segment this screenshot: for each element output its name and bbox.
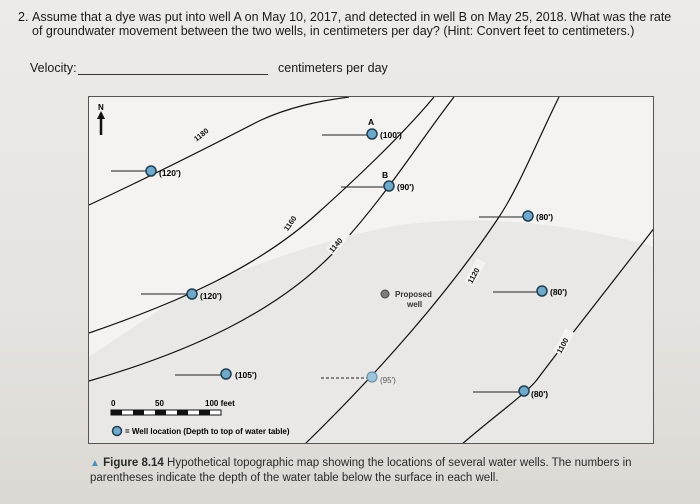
well-id: B [382, 170, 388, 180]
map-svg: N 1180 1160 1140 1120 1100 [89, 97, 653, 443]
well-b: B (90') [341, 170, 414, 192]
scale-label-50: 50 [155, 399, 164, 408]
caption-figure-number: Figure 8.14 [103, 457, 164, 469]
caption-marker-icon: ▲ [90, 458, 100, 469]
caption-text: Hypothetical topographic map showing the… [90, 457, 632, 484]
proposed-well-label-line1: Proposed [395, 290, 432, 299]
well-a: A (100') [322, 117, 402, 140]
legend-text: = Well location (Depth to top of water t… [125, 427, 290, 436]
well-depth: (100') [380, 130, 402, 140]
scale-bar: 0 50 100 feet [110, 399, 235, 416]
well-6: (80') [493, 285, 567, 297]
scale-label-100: 100 feet [205, 399, 235, 408]
well-depth: (120') [200, 291, 222, 301]
well-marker-icon [145, 165, 157, 177]
well-marker-icon [366, 371, 378, 383]
question-number: 2. [18, 10, 29, 24]
well-7: (105') [175, 368, 257, 380]
contour-line-1120 [305, 97, 560, 443]
well-depth: (90') [397, 182, 414, 192]
legend-well-icon [111, 425, 123, 437]
well-depth: (120') [159, 168, 181, 178]
well-8: (95') [321, 371, 396, 385]
velocity-unit: centimeters per day [278, 61, 388, 75]
proposed-well: Proposed well [380, 289, 432, 309]
well-9: (80') [473, 385, 548, 399]
figure-caption: ▲ Figure 8.14 Hypothetical topographic m… [90, 456, 650, 485]
well-marker-icon [518, 385, 530, 397]
contour-line-1140 [89, 97, 455, 382]
well-4: (80') [479, 210, 553, 222]
well-marker-icon [186, 288, 198, 300]
north-arrow-icon: N [97, 103, 105, 135]
proposed-well-marker-icon [380, 289, 390, 299]
question-text: Assume that a dye was put into well A on… [32, 10, 672, 38]
well-marker-icon [220, 368, 232, 380]
scale-label-0: 0 [111, 399, 116, 408]
well-depth: (95') [380, 376, 396, 385]
contour-line-1100 [462, 228, 653, 443]
well-1: (120') [111, 165, 181, 178]
north-label: N [98, 103, 104, 112]
well-depth: (105') [235, 370, 257, 380]
well-depth: (80') [550, 287, 567, 297]
contour-line-1180 [89, 97, 350, 206]
well-marker-icon [366, 128, 378, 140]
velocity-answer-blank[interactable] [78, 74, 268, 75]
topographic-map: N 1180 1160 1140 1120 1100 [88, 96, 654, 444]
well-depth: (80') [531, 389, 548, 399]
background-shading [89, 220, 653, 443]
well-marker-icon [536, 285, 548, 297]
contour-line-1160 [89, 97, 435, 334]
map-legend: = Well location (Depth to top of water t… [111, 425, 290, 437]
well-5: (120') [141, 288, 222, 301]
well-depth: (80') [536, 212, 553, 222]
velocity-label: Velocity: [30, 61, 77, 75]
proposed-well-label-line2: well [406, 300, 422, 309]
well-marker-icon [383, 180, 395, 192]
well-id: A [368, 117, 374, 127]
well-marker-icon [522, 210, 534, 222]
